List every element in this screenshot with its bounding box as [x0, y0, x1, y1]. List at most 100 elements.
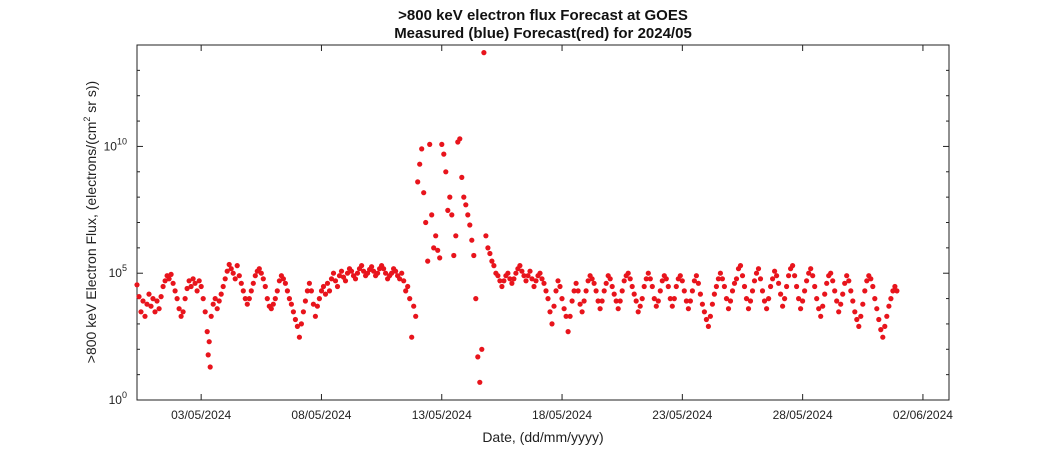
data-point — [499, 283, 505, 290]
data-point — [739, 273, 746, 279]
data-point — [417, 161, 423, 167]
y-tick-base: 10 — [104, 139, 118, 153]
data-point — [884, 313, 890, 319]
data-point — [880, 334, 886, 340]
data-point — [681, 288, 687, 294]
data-point — [184, 285, 190, 292]
data-point — [222, 276, 228, 282]
data-point — [176, 306, 182, 312]
data-point — [256, 266, 262, 272]
data-point — [814, 296, 820, 302]
data-point — [447, 194, 453, 200]
data-point — [146, 291, 152, 297]
y-tick-base: 10 — [109, 266, 123, 280]
data-point — [413, 313, 419, 319]
data-point — [733, 276, 740, 282]
y-axis-label-exponent: 2 — [82, 117, 92, 122]
y-tick-exponent: 0 — [122, 390, 127, 400]
data-point — [194, 288, 200, 294]
data-point — [529, 276, 535, 282]
data-point — [481, 50, 487, 56]
data-point — [234, 263, 240, 269]
data-point — [741, 283, 748, 290]
data-point — [248, 288, 254, 294]
data-point — [292, 316, 298, 323]
data-point — [501, 278, 507, 284]
data-point — [160, 283, 166, 290]
data-point — [621, 278, 627, 284]
data-point — [459, 174, 465, 180]
data-point — [828, 270, 834, 276]
data-point — [717, 270, 724, 276]
x-tick-label: 18/05/2024 — [532, 408, 592, 422]
data-point — [645, 270, 651, 276]
data-point — [749, 288, 756, 294]
data-point — [816, 306, 822, 312]
data-point — [768, 283, 774, 290]
data-point — [727, 298, 734, 304]
data-point — [290, 309, 296, 315]
data-point — [405, 283, 411, 290]
data-point — [784, 283, 790, 290]
data-point — [435, 247, 441, 253]
data-point — [296, 334, 302, 340]
data-point — [824, 280, 830, 286]
data-point — [288, 301, 294, 307]
data-point — [703, 316, 710, 323]
data-point — [214, 306, 220, 312]
data-point — [798, 306, 804, 312]
data-point — [328, 276, 335, 282]
data-point — [507, 276, 513, 282]
data-point — [583, 288, 589, 294]
data-point — [441, 151, 447, 157]
data-point — [228, 266, 234, 272]
data-point — [403, 288, 409, 294]
data-point — [168, 271, 174, 277]
data-point — [557, 283, 563, 290]
data-point — [820, 303, 826, 309]
data-point — [607, 276, 613, 282]
data-point — [766, 296, 772, 302]
data-point — [154, 298, 160, 304]
y-tick-exponent: 5 — [122, 263, 127, 273]
data-point — [673, 283, 679, 290]
data-point — [747, 298, 754, 304]
data-point — [533, 278, 539, 284]
data-point — [731, 280, 738, 286]
data-point — [359, 263, 365, 269]
data-point — [342, 278, 349, 284]
data-point — [617, 298, 623, 304]
data-point — [419, 146, 425, 152]
data-point — [174, 296, 180, 302]
data-point — [284, 288, 290, 294]
data-point — [205, 352, 211, 358]
data-point — [577, 301, 583, 307]
data-point — [136, 294, 142, 300]
data-point — [477, 379, 483, 385]
data-point — [463, 202, 469, 208]
data-point — [361, 268, 367, 274]
data-point — [397, 276, 403, 282]
data-point — [796, 296, 802, 302]
data-point — [615, 306, 621, 312]
data-point — [567, 313, 573, 319]
data-point — [818, 313, 824, 319]
data-point — [573, 280, 579, 286]
data-point — [158, 294, 164, 300]
data-point — [509, 280, 515, 286]
data-point — [270, 301, 276, 307]
data-point — [539, 276, 545, 282]
data-point — [635, 309, 641, 315]
data-point — [653, 303, 659, 309]
data-point — [689, 288, 696, 294]
data-point — [603, 280, 609, 286]
data-point — [593, 288, 599, 294]
data-point — [421, 190, 427, 196]
data-point — [475, 354, 481, 360]
data-point — [425, 258, 431, 264]
data-point — [224, 268, 230, 274]
data-point — [850, 298, 856, 304]
data-point — [294, 323, 300, 329]
